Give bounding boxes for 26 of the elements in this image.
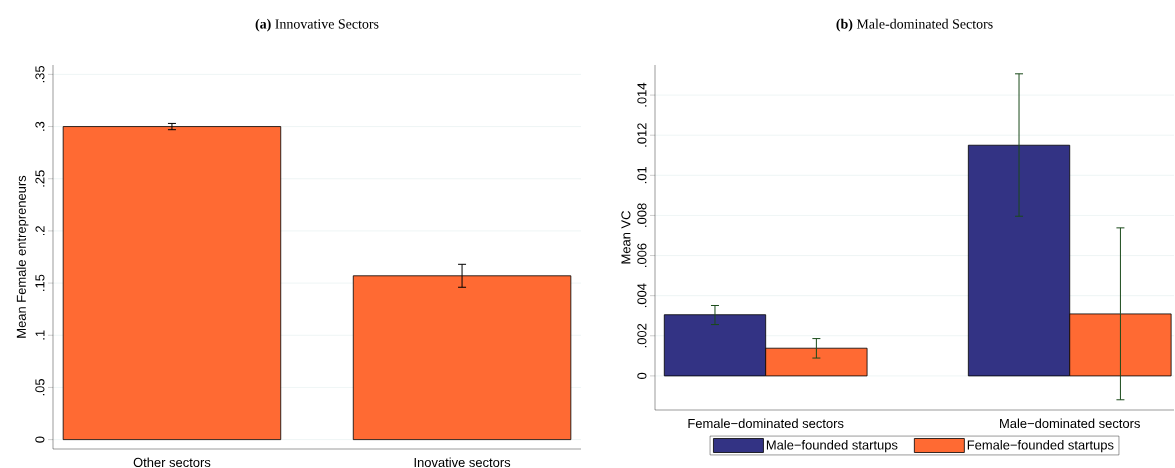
legend-label: Male−founded startups: [766, 440, 898, 453]
y-tick-label: .15: [35, 274, 45, 291]
y-tick-label: .006: [637, 243, 647, 267]
y-tick-label: .25: [35, 170, 45, 187]
y-tick-label: .3: [35, 121, 45, 131]
y-tick-label: .05: [35, 378, 45, 396]
x-tick-label: Female−dominated sectors: [688, 418, 844, 429]
y-axis-title: Mean Female entrepreneurs: [16, 175, 29, 338]
x-tick-label: Male−dominated sectors: [1000, 418, 1140, 429]
y-tick-label: .002: [637, 323, 647, 348]
y-axis-title: Mean VC: [621, 211, 631, 264]
y-tick-label: .2: [35, 226, 45, 236]
y-tick-label: 0: [35, 436, 45, 443]
y-tick-label: 0: [637, 372, 647, 379]
y-tick-label: .014: [637, 82, 647, 107]
y-tick-label: .012: [637, 123, 647, 147]
chart-title: (a) Innovative Sectors: [255, 18, 379, 32]
legend-label: Female−founded startups: [967, 440, 1114, 453]
y-tick-label: .1: [35, 330, 45, 340]
x-tick-label: Inovative sectors: [414, 457, 511, 468]
y-tick-label: .004: [637, 283, 647, 308]
x-tick-label: Other sectors: [133, 457, 211, 468]
chart-title: (b) Male-dominated Sectors: [836, 18, 993, 32]
y-tick-label: .01: [637, 166, 647, 184]
y-tick-label: .35: [35, 65, 45, 83]
y-tick-label: .008: [637, 203, 647, 227]
